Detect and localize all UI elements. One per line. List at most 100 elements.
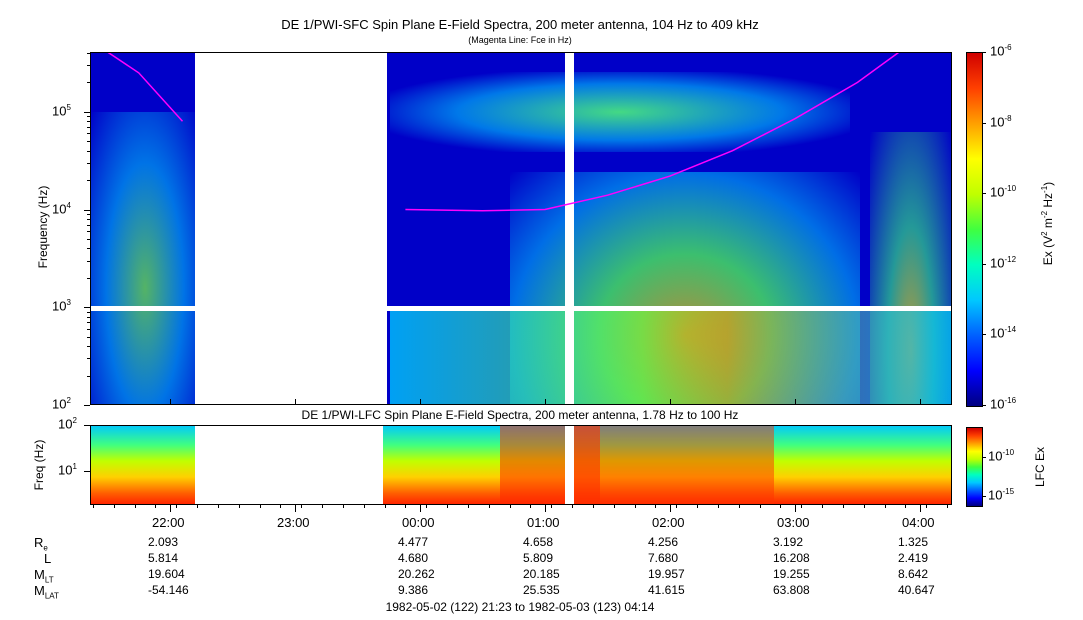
ephemeris-value: 4.680 — [398, 551, 429, 565]
xtick-minor — [92, 505, 94, 508]
xtick-minor — [780, 505, 782, 508]
sfc-colorbar — [966, 52, 983, 407]
xtick-minor — [655, 505, 657, 508]
sfc-ytick-minor — [87, 277, 90, 279]
ephemeris-value: -54.146 — [148, 583, 189, 597]
lfc-cbar-tick-label: 10-15 — [988, 487, 1015, 503]
xtick-minor — [447, 505, 449, 508]
xtick-minor — [155, 505, 157, 508]
lfc-cbar-tick-label: 10-10 — [988, 448, 1015, 464]
sfc-ytick-minor — [87, 311, 90, 313]
xtick-minor — [134, 505, 136, 508]
xtick-minor — [551, 505, 553, 508]
sfc-ytick-minor — [87, 248, 90, 250]
sfc-ytick-minor — [87, 328, 90, 330]
sfc-ytick-minor — [87, 150, 90, 152]
ephemeris-value: 20.262 — [398, 567, 435, 581]
lfc-data-gap-2 — [565, 425, 574, 505]
ephemeris-value: 8.642 — [898, 567, 929, 581]
sfc-ytick-minor — [87, 218, 90, 220]
lfc-colorbar-label: LFC Ex — [1033, 447, 1047, 488]
xtick-minor — [363, 505, 365, 508]
xtick-major — [670, 505, 671, 512]
lfc-ytick — [84, 470, 90, 472]
sfc-ytick-minor — [87, 213, 90, 215]
lfc-ylabel: Freq (Hz) — [32, 439, 46, 491]
ephemeris-value: 16.208 — [773, 551, 810, 565]
xtick-minor — [467, 505, 469, 508]
sfc-ytick-minor — [87, 336, 90, 338]
sfc-ytick-minor — [87, 141, 90, 143]
sfc-cbar-tick — [982, 122, 986, 124]
sfc-ytick-label: 103 — [52, 298, 71, 314]
lfc-title: DE 1/PWI-LFC Spin Plane E-Field Spectra,… — [301, 408, 739, 422]
ephemeris-value: 4.658 — [523, 535, 554, 549]
sfc-xtick-major — [795, 399, 796, 405]
xtick-minor — [259, 505, 261, 508]
ephemeris-value: 19.957 — [648, 567, 685, 581]
sfc-data-gap-2 — [565, 52, 574, 405]
xtick-major — [545, 505, 546, 512]
xtick-major — [170, 505, 171, 512]
ephemeris-value: 7.680 — [648, 551, 679, 565]
sfc-xtick-major — [295, 399, 296, 405]
xtick-minor — [676, 505, 678, 508]
sfc-cbar-tick-label: 10-16 — [990, 396, 1017, 412]
sfc-subtitle: (Magenta Line: Fce in Hz) — [468, 35, 572, 45]
ephemeris-value: 5.809 — [523, 551, 554, 565]
ephemeris-value: 5.814 — [148, 551, 179, 565]
xtick-major — [920, 505, 921, 512]
xtick-major — [420, 505, 421, 512]
sfc-ytick-minor — [87, 260, 90, 262]
sfc-ytick — [84, 307, 90, 309]
sfc-ytick-minor — [87, 133, 90, 135]
ephemeris-value: 3.192 — [773, 535, 804, 549]
lfc-data-gap-1 — [195, 425, 383, 505]
xtick-minor — [905, 505, 907, 508]
sfc-cbar-tick-label: 10-8 — [990, 113, 1012, 129]
sfc-xtick-major — [670, 399, 671, 405]
sfc-channel-gap — [90, 306, 952, 311]
xtick-minor — [801, 505, 803, 508]
ephemeris-label: MLAT — [34, 583, 59, 601]
ephemeris-value: 19.604 — [148, 567, 185, 581]
sfc-xtick-major — [420, 399, 421, 405]
xtick-label: 03:00 — [777, 515, 810, 530]
ephemeris-value: 20.185 — [523, 567, 560, 581]
sfc-ytick-minor — [87, 238, 90, 240]
ephemeris-label: L — [44, 551, 52, 566]
sfc-ytick-minor — [87, 231, 90, 233]
sfc-ytick-minor — [87, 375, 90, 377]
xtick-minor — [426, 505, 428, 508]
ephemeris-label: Re — [34, 535, 48, 553]
xtick-minor — [738, 505, 740, 508]
xtick-minor — [384, 505, 386, 508]
magenta-fce-line — [107, 52, 900, 212]
xtick-minor — [280, 505, 282, 508]
ephemeris-value: 2.093 — [148, 535, 179, 549]
ephemeris-value: 4.477 — [398, 535, 429, 549]
sfc-xtick-major — [545, 399, 546, 405]
ephemeris-value: 40.647 — [898, 583, 935, 597]
xtick-minor — [197, 505, 199, 508]
sfc-ytick — [84, 405, 90, 406]
sfc-ytick-minor — [87, 346, 90, 348]
xtick-minor — [176, 505, 178, 508]
lfc-ytick-label: 101 — [58, 461, 77, 478]
xtick-label: 00:00 — [402, 515, 435, 530]
sfc-ytick — [84, 209, 90, 211]
sfc-cbar-tick — [982, 263, 986, 265]
ephemeris-value: 41.615 — [648, 583, 685, 597]
sfc-ytick-minor — [87, 322, 90, 324]
sfc-ylabel: Frequency (Hz) — [36, 185, 50, 269]
xtick-minor — [530, 505, 532, 508]
lfc-cbar-tick — [982, 457, 986, 458]
sfc-cbar-tick-label: 10-10 — [990, 184, 1017, 200]
sfc-cbar-tick-label: 10-14 — [990, 325, 1017, 341]
lfc-colorbar — [966, 427, 983, 507]
ephemeris-value: 4.256 — [648, 535, 679, 549]
xtick-minor — [322, 505, 324, 508]
sfc-low-band — [390, 310, 952, 405]
xtick-label: 04:00 — [902, 515, 935, 530]
sfc-ytick-minor — [87, 358, 90, 360]
